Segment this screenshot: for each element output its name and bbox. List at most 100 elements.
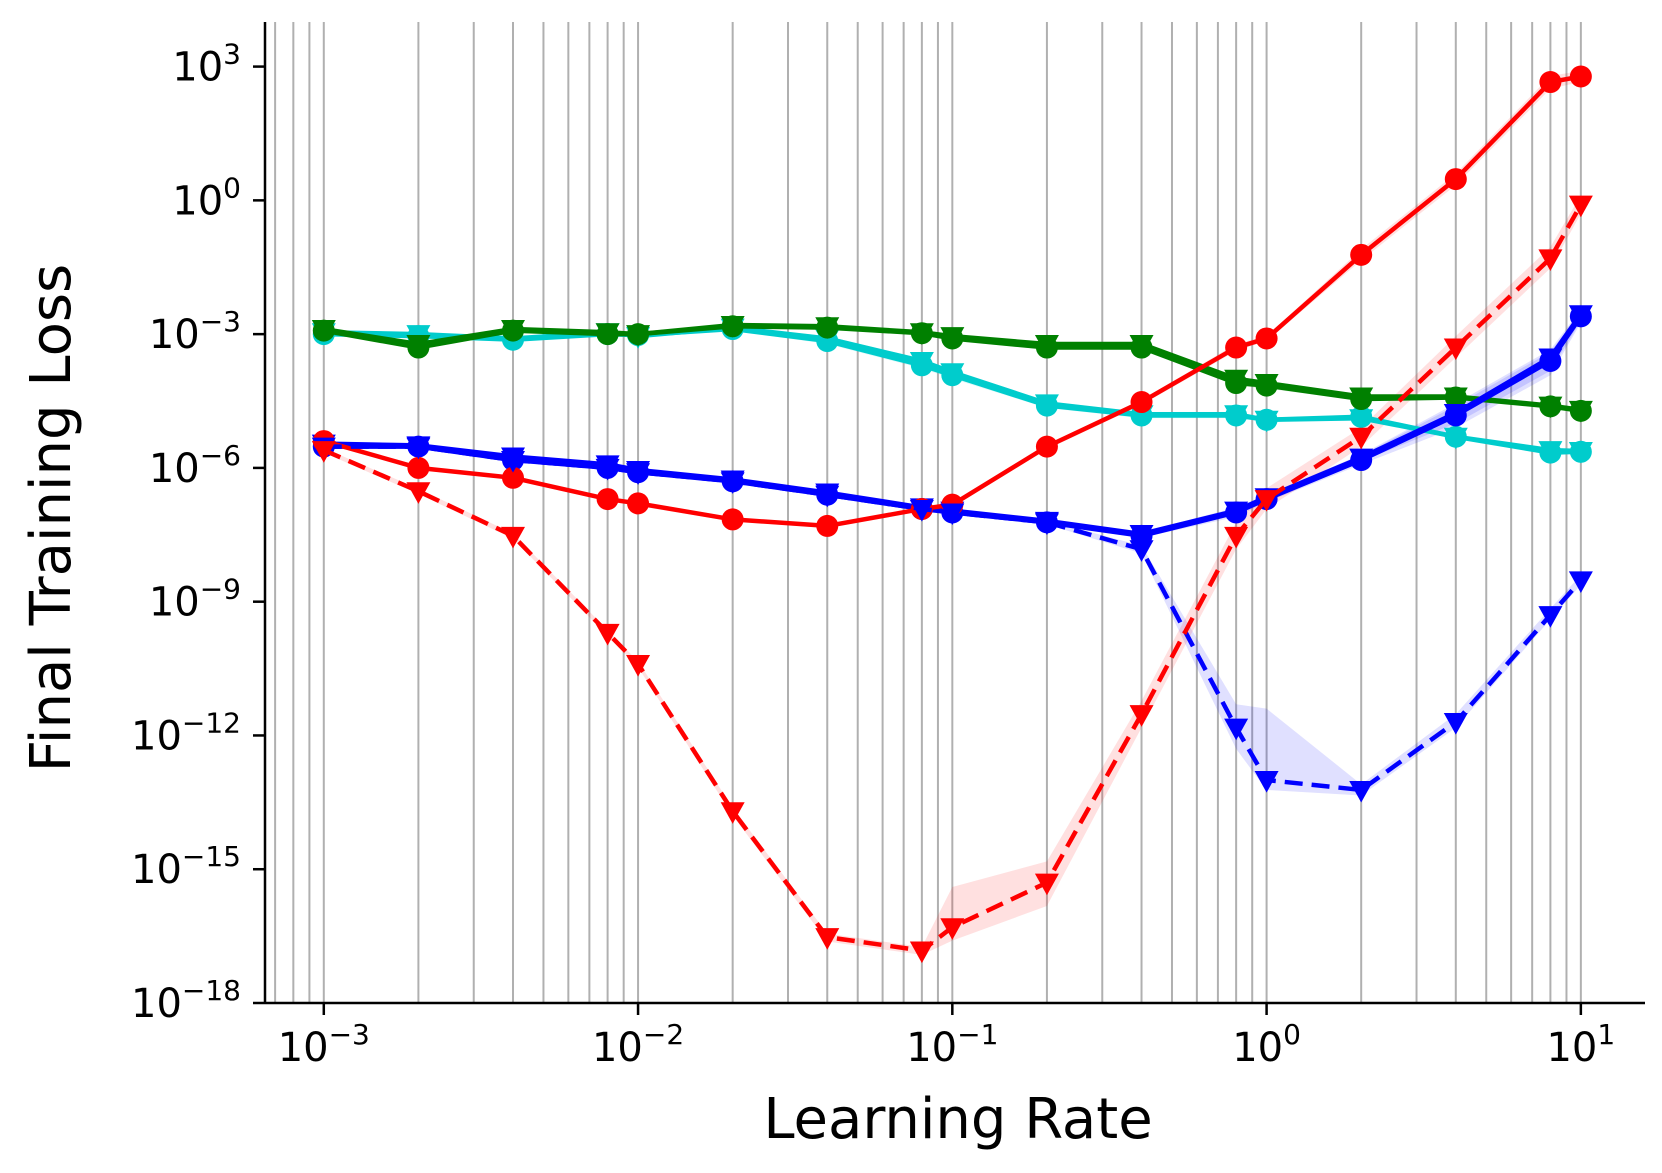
data-point bbox=[1443, 713, 1468, 735]
data-point bbox=[940, 918, 965, 940]
data-point bbox=[940, 363, 965, 385]
data-point bbox=[720, 316, 745, 338]
y-axis-label: Final Training Loss bbox=[19, 264, 84, 772]
data-point bbox=[595, 623, 620, 646]
data-point bbox=[595, 323, 620, 345]
data-point bbox=[1130, 391, 1153, 414]
data-point bbox=[1538, 441, 1563, 463]
y-tick-label: 10−18 bbox=[131, 974, 241, 1027]
data-point bbox=[1254, 374, 1279, 396]
axes bbox=[263, 22, 1645, 1005]
data-point bbox=[1568, 400, 1593, 423]
y-tick-label: 10−15 bbox=[131, 840, 241, 893]
data-point bbox=[1224, 526, 1249, 549]
x-tick-label: 10−2 bbox=[592, 1018, 684, 1071]
data-point bbox=[940, 327, 965, 349]
data-point bbox=[311, 320, 336, 342]
data-point bbox=[721, 508, 744, 531]
data-point bbox=[1444, 168, 1467, 191]
data-point bbox=[1349, 448, 1374, 471]
data-point bbox=[1568, 305, 1593, 327]
data-point bbox=[1129, 335, 1154, 357]
data-point bbox=[1443, 387, 1468, 410]
data-point bbox=[1254, 490, 1279, 512]
y-tick-label: 10−9 bbox=[149, 573, 241, 626]
x-tick-label: 10−1 bbox=[906, 1018, 998, 1071]
data-point bbox=[501, 526, 526, 549]
data-point bbox=[1568, 441, 1593, 464]
data-point bbox=[1034, 513, 1059, 535]
data-point bbox=[815, 485, 840, 508]
data-point bbox=[1129, 540, 1154, 562]
data-point bbox=[407, 456, 430, 479]
data-point bbox=[501, 320, 526, 342]
data-point bbox=[1034, 873, 1059, 896]
y-tick-label: 10−3 bbox=[149, 305, 241, 358]
data-point bbox=[626, 655, 651, 677]
data-point bbox=[815, 928, 840, 950]
data-point bbox=[1443, 404, 1468, 426]
data-point bbox=[1349, 427, 1374, 450]
data-point bbox=[1254, 410, 1279, 433]
x-axis-label: Learning Rate bbox=[763, 1087, 1152, 1152]
y-tick-label: 10−12 bbox=[131, 706, 241, 759]
data-point bbox=[406, 335, 431, 357]
data-point bbox=[909, 941, 934, 964]
data-point bbox=[1349, 387, 1374, 410]
data-point bbox=[595, 458, 620, 481]
series-3 bbox=[311, 316, 1593, 423]
y-tick-label: 10−6 bbox=[149, 439, 241, 492]
data-point bbox=[1254, 771, 1279, 793]
x-tick-label: 10−3 bbox=[278, 1018, 370, 1071]
data-point bbox=[626, 325, 651, 347]
data-point bbox=[909, 351, 934, 374]
data-point bbox=[406, 437, 431, 460]
data-point bbox=[1443, 338, 1468, 361]
data-point bbox=[596, 488, 619, 511]
data-point bbox=[816, 514, 839, 537]
data-point bbox=[311, 441, 336, 463]
tick-labels: 10−3 10−2 10−1 100 101 10−18 10−15 10−12 10−9 10−… bbox=[131, 38, 1615, 1071]
data-point bbox=[1350, 243, 1373, 266]
data-point bbox=[406, 482, 431, 504]
data-point bbox=[1129, 524, 1154, 547]
series-8 bbox=[311, 195, 1593, 964]
x-tick-label: 101 bbox=[1546, 1018, 1615, 1071]
data-point bbox=[1568, 195, 1593, 218]
data-point bbox=[1538, 348, 1563, 371]
data-point bbox=[502, 466, 525, 489]
data-point bbox=[1539, 71, 1562, 94]
data-point bbox=[501, 451, 526, 473]
data-point bbox=[1349, 409, 1374, 431]
data-point bbox=[720, 472, 745, 494]
data-point bbox=[1255, 327, 1278, 350]
data-point bbox=[1538, 396, 1563, 419]
data-point bbox=[1035, 435, 1058, 458]
data-point bbox=[815, 317, 840, 339]
data-point bbox=[1349, 780, 1374, 803]
y-tick-label: 103 bbox=[172, 38, 241, 91]
data-point bbox=[720, 802, 745, 824]
data-point bbox=[940, 503, 965, 526]
data-point bbox=[626, 463, 651, 485]
data-point bbox=[1224, 369, 1249, 392]
data-point bbox=[1224, 718, 1249, 741]
data-point bbox=[909, 323, 934, 345]
data-point bbox=[1034, 394, 1059, 416]
data-point bbox=[1538, 606, 1563, 628]
data-point bbox=[1443, 427, 1468, 450]
data-point bbox=[1568, 571, 1593, 594]
data-point bbox=[1225, 336, 1248, 359]
data-point bbox=[1129, 705, 1154, 727]
x-tick-label: 100 bbox=[1232, 1018, 1301, 1071]
data-point bbox=[909, 499, 934, 522]
data-point bbox=[1224, 501, 1249, 524]
data-point bbox=[627, 492, 650, 515]
data-point bbox=[1538, 249, 1563, 271]
data-point bbox=[1224, 405, 1249, 427]
y-tick-label: 100 bbox=[172, 171, 241, 224]
data-point bbox=[1569, 65, 1592, 88]
data-point bbox=[1034, 335, 1059, 357]
series-layer bbox=[311, 65, 1593, 964]
